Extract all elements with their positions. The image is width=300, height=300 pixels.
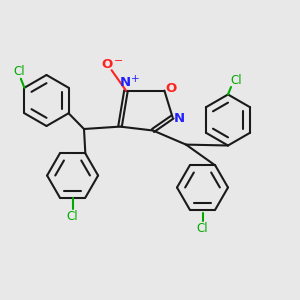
Text: O: O — [102, 58, 113, 71]
Text: O: O — [165, 82, 177, 95]
Text: Cl: Cl — [197, 221, 208, 235]
Text: −: − — [113, 56, 123, 66]
Text: N: N — [174, 112, 185, 125]
Text: N: N — [120, 76, 131, 89]
Text: +: + — [131, 74, 139, 84]
Text: Cl: Cl — [14, 65, 25, 78]
Text: Cl: Cl — [231, 74, 242, 87]
Text: Cl: Cl — [67, 209, 78, 223]
